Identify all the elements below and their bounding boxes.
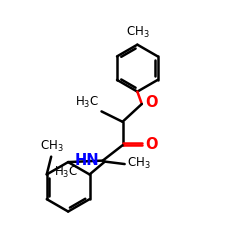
Text: CH$_3$: CH$_3$ (127, 156, 151, 170)
Text: HN: HN (75, 152, 100, 168)
Text: CH$_3$: CH$_3$ (40, 139, 64, 154)
Text: CH$_3$: CH$_3$ (126, 25, 149, 40)
Text: O: O (146, 137, 158, 152)
Text: H$_3$C: H$_3$C (76, 95, 100, 110)
Text: H$_3$C: H$_3$C (54, 164, 78, 180)
Text: O: O (145, 96, 158, 110)
